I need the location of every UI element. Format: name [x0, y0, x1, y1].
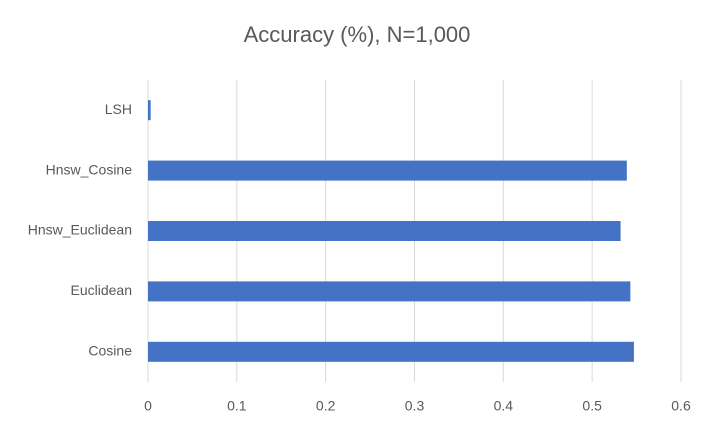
- bar: [148, 221, 621, 241]
- x-tick-label: 0.1: [227, 398, 247, 414]
- y-tick-label: LSH: [105, 101, 132, 117]
- chart-title: Accuracy (%), N=1,000: [244, 22, 471, 47]
- y-tick-label: Euclidean: [71, 282, 133, 298]
- x-tick-label: 0.6: [671, 398, 691, 414]
- bar: [148, 341, 634, 362]
- x-tick-label: 0.3: [405, 398, 425, 414]
- y-tick-label: Hnsw_Cosine: [46, 161, 133, 177]
- x-tick-label: 0: [144, 398, 152, 414]
- y-tick-label: Cosine: [88, 343, 132, 359]
- bar: [148, 160, 627, 181]
- x-tick-label: 0.2: [316, 398, 336, 414]
- x-tick-label: 0.5: [582, 398, 602, 414]
- bar: [148, 100, 151, 121]
- bar: [148, 281, 631, 302]
- x-tick-label: 0.4: [494, 398, 514, 414]
- y-tick-label: Hnsw_Euclidean: [28, 222, 132, 238]
